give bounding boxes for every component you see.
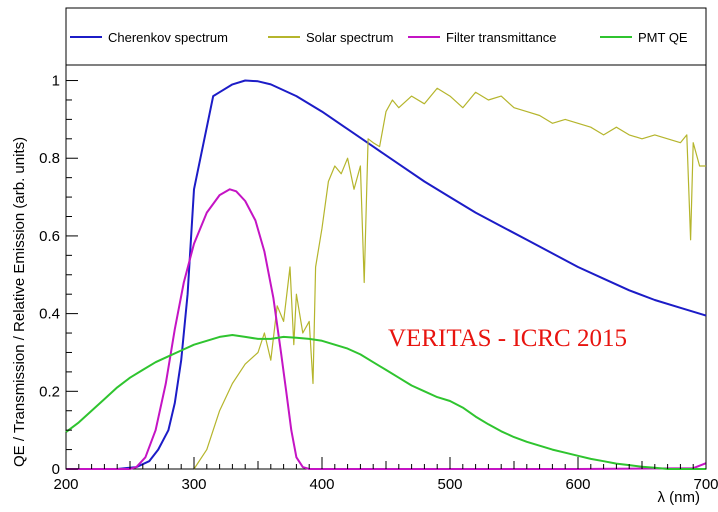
legend-label-filter-transmittance: Filter transmittance [446, 30, 557, 45]
x-tick-label: 700 [693, 476, 718, 493]
y-tick-label: 0.2 [39, 383, 60, 400]
series-line-filter-transmittance [66, 188, 707, 470]
annotation-veritas: VERITAS - ICRC 2015 [388, 325, 627, 352]
series-line-cherenkov-spectrum [66, 79, 707, 470]
y-axis-title: QE / Transmission / Relative Emission (a… [11, 137, 28, 467]
axes: 200 300 400 500 600 700 0 0.2 0.4 0.6 0.8 1 [39, 73, 718, 493]
x-tick-label: 500 [437, 476, 462, 493]
legend-label-pmt-qe: PMT QE [638, 30, 688, 45]
x-tick-label: 200 [53, 476, 78, 493]
x-tick-label: 600 [565, 476, 590, 493]
x-axis-title: λ (nm) [658, 489, 701, 506]
y-tick-label: 0.8 [39, 150, 60, 167]
y-tick-label: 0.4 [39, 306, 60, 323]
series-layer [65, 79, 707, 470]
y-tick-label: 0 [52, 461, 60, 478]
x-tick-label: 300 [181, 476, 206, 493]
legend-entries: Cherenkov spectrum Solar spectrum Filter t… [70, 30, 688, 45]
series-line-pmt-qe [65, 334, 706, 470]
x-tick-label: 400 [309, 476, 334, 493]
legend: Cherenkov spectrum Solar spectrum Filter t… [65, 7, 707, 66]
legend-box [65, 7, 707, 66]
legend-label-solar-spectrum: Solar spectrum [306, 30, 393, 45]
y-tick-label: 1 [52, 73, 60, 90]
legend-label-cherenkov-spectrum: Cherenkov spectrum [108, 30, 228, 45]
series-line-solar-spectrum [193, 87, 706, 470]
y-tick-label: 0.6 [39, 228, 60, 245]
